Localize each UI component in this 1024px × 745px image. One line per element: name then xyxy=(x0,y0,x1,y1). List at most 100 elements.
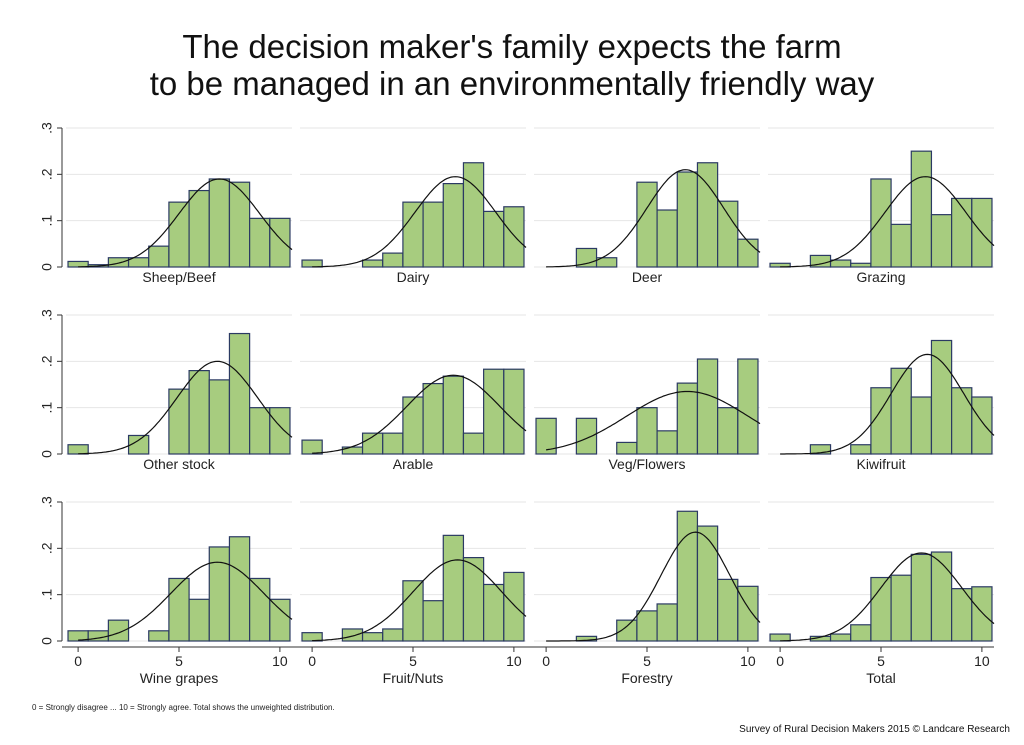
bar xyxy=(402,396,424,455)
bar xyxy=(148,245,170,268)
panel-label: Sheep/Beef xyxy=(142,269,215,285)
bar xyxy=(483,583,505,642)
bar xyxy=(168,201,190,268)
bar xyxy=(890,367,912,455)
bar xyxy=(636,610,658,642)
bar xyxy=(696,358,719,455)
bar xyxy=(910,150,933,268)
density-curve xyxy=(780,176,995,268)
panel-grazing: Grazing xyxy=(768,127,995,285)
panel-forestry: Forestry 0 5 10 xyxy=(534,501,761,686)
panel-label: Other stock xyxy=(143,456,216,472)
y-tick-label: .1 xyxy=(39,215,55,227)
panel-label: Total xyxy=(866,670,896,686)
y-tick-label: 0 xyxy=(39,450,55,458)
bar xyxy=(107,619,130,642)
bar xyxy=(809,444,832,455)
bar xyxy=(249,407,271,455)
bar xyxy=(168,388,190,455)
y-tick-label: .1 xyxy=(39,589,55,601)
bar xyxy=(850,624,872,642)
panel-label: Kiwifruit xyxy=(856,456,905,472)
bar xyxy=(616,441,638,455)
bar xyxy=(301,259,323,268)
y-tick-label: 0 xyxy=(39,637,55,645)
y-tick-label: 0 xyxy=(39,263,55,271)
bar xyxy=(503,368,525,455)
bar xyxy=(503,206,525,268)
x-tick-label: 10 xyxy=(506,653,522,669)
bar xyxy=(462,432,485,455)
panel-dairy: Dairy xyxy=(300,127,527,285)
x-tick-label: 5 xyxy=(643,653,651,669)
density-curve xyxy=(780,552,995,642)
panel-label: Deer xyxy=(632,269,663,285)
bar xyxy=(930,551,953,642)
bar xyxy=(503,571,525,642)
x-tick-label: 5 xyxy=(175,653,183,669)
bar xyxy=(930,214,953,268)
bar xyxy=(341,628,364,642)
chart-title-line-2: to be managed in an environmentally frie… xyxy=(149,65,875,102)
bar xyxy=(769,633,791,642)
bar xyxy=(188,189,210,268)
bar xyxy=(208,546,231,642)
panel-other-stock: Other stock xyxy=(66,314,293,472)
bar xyxy=(228,536,251,642)
bar xyxy=(402,580,424,642)
bar xyxy=(249,577,271,642)
y-tick-label: .2 xyxy=(39,168,55,180)
panel-kiwifruit: Kiwifruit xyxy=(768,314,995,472)
bar xyxy=(442,375,465,455)
x-tick-label: 10 xyxy=(272,653,288,669)
bar xyxy=(382,432,404,455)
bar xyxy=(737,238,759,268)
bar xyxy=(382,628,404,642)
bar xyxy=(717,578,739,642)
bar xyxy=(951,197,973,268)
y-tick-label: .2 xyxy=(39,355,55,367)
bar xyxy=(656,209,678,268)
bar xyxy=(208,379,231,455)
panel-total: Total 0 5 10 xyxy=(768,501,995,686)
y-tick-label: .3 xyxy=(39,309,55,321)
bar xyxy=(269,598,291,642)
bar xyxy=(636,407,658,455)
bar xyxy=(595,257,618,268)
bar xyxy=(717,200,739,268)
bar xyxy=(442,534,465,642)
bar xyxy=(696,162,719,268)
bar xyxy=(890,223,912,268)
bar xyxy=(676,171,699,268)
bar xyxy=(168,577,190,642)
bar xyxy=(616,619,638,642)
x-tick-label: 0 xyxy=(542,653,550,669)
panel-sheep-beef: Sheep/Beef xyxy=(66,127,293,285)
y-tick-label: .1 xyxy=(39,402,55,414)
bar xyxy=(829,259,852,268)
bar xyxy=(850,444,872,455)
bar xyxy=(971,396,993,455)
bar xyxy=(301,632,323,642)
y-tick-label: .3 xyxy=(39,496,55,508)
y-tick-label: .2 xyxy=(39,542,55,554)
bar xyxy=(127,434,150,455)
bar xyxy=(575,247,598,268)
x-tick-label: 0 xyxy=(308,653,316,669)
x-tick-label: 0 xyxy=(74,653,82,669)
panel-label: Fruit/Nuts xyxy=(383,670,444,686)
chart-title: The decision maker's family expects the … xyxy=(0,28,1024,102)
bar xyxy=(575,635,598,642)
panel-wine-grapes: Wine grapes 0 5 10 xyxy=(66,501,293,686)
panel-deer: Deer xyxy=(534,127,761,285)
density-curve xyxy=(312,374,527,454)
density-curve xyxy=(78,561,293,641)
bar xyxy=(676,510,699,642)
bar xyxy=(148,630,170,642)
chart-title-line-1: The decision maker's family expects the … xyxy=(182,28,842,65)
bar xyxy=(971,586,993,642)
source-credit: Survey of Rural Decision Makers 2015 © L… xyxy=(739,724,1010,735)
density-curve xyxy=(546,531,761,642)
bar xyxy=(228,181,251,268)
